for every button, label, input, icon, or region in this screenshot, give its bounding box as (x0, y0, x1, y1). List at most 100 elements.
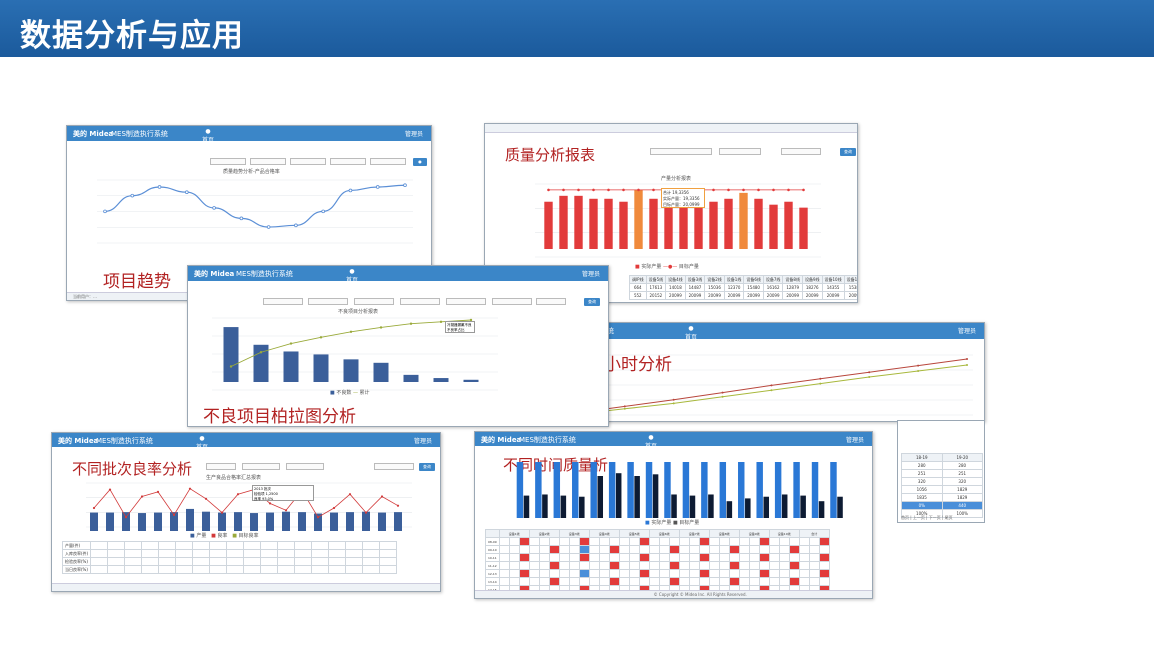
filter-select[interactable] (781, 148, 821, 155)
table-header: 设备10线 (821, 275, 845, 284)
home-icon[interactable]: ● 首页 (685, 325, 698, 341)
table-cell (618, 553, 630, 562)
home-icon[interactable]: ● 首页 (196, 435, 209, 451)
table-cell (728, 577, 740, 586)
table-header: 设备3线 (558, 529, 590, 538)
table-cell (798, 577, 810, 586)
filter-select[interactable] (400, 298, 440, 305)
table-cell (588, 569, 600, 578)
filter-select[interactable] (206, 463, 236, 470)
yield-point (380, 495, 384, 498)
bar (589, 198, 598, 249)
yield-point (124, 516, 128, 519)
table-header: 设备1线 (723, 275, 745, 284)
user-menu[interactable]: 管理员 (581, 271, 600, 278)
table-cell (768, 569, 780, 578)
table-cell (808, 577, 820, 586)
table-cell (578, 561, 590, 570)
bar (634, 189, 643, 249)
target-point (622, 188, 625, 192)
table-header: 设备6线 (648, 529, 680, 538)
bar (559, 195, 568, 249)
bar-actual (774, 462, 782, 518)
filter-select[interactable] (210, 158, 246, 165)
table-cell: 552 (629, 291, 647, 300)
app-system-name: MES制造执行系统 (96, 437, 153, 445)
table-cell: 440 (941, 501, 983, 510)
bar (619, 201, 628, 249)
date-input[interactable] (446, 298, 486, 305)
table-header: 设备9线 (801, 275, 823, 284)
table-cell (538, 537, 550, 546)
filter-select[interactable] (719, 148, 761, 155)
table-header: 合计 (798, 529, 830, 538)
filter-select[interactable] (308, 298, 348, 305)
table-cell: 15480 (743, 283, 764, 292)
table-cell (508, 577, 520, 586)
table-cell (688, 561, 700, 570)
table-cell (638, 569, 650, 578)
table-cell: 280 (901, 461, 943, 470)
table-cell (778, 577, 790, 586)
filter-select[interactable] (263, 298, 303, 305)
bar (784, 201, 793, 249)
query-button[interactable]: 查询 (419, 463, 435, 471)
table-cell (788, 561, 800, 570)
table-header: 设备10线 (768, 529, 800, 538)
bar (250, 513, 258, 531)
bar-target (837, 496, 843, 518)
table-cell (728, 553, 740, 562)
table-cell (688, 537, 700, 546)
table-cell: 20099 (821, 291, 845, 300)
filter-select[interactable] (290, 158, 326, 165)
bar (574, 195, 583, 249)
date-input[interactable] (536, 298, 566, 305)
user-menu[interactable]: 管理员 (413, 438, 432, 445)
table-cell (618, 577, 630, 586)
cumulative-point (349, 330, 353, 333)
time-bar-chart (516, 462, 843, 518)
home-icon[interactable]: ● 首页 (346, 268, 359, 284)
query-button[interactable]: 查询 (584, 298, 600, 306)
bar-actual (738, 462, 745, 518)
cumulative-point (289, 342, 293, 345)
filter-select[interactable] (650, 148, 712, 155)
table-cell (708, 545, 720, 554)
table-cell (788, 545, 800, 554)
table-cell (568, 553, 580, 562)
user-menu[interactable]: 管理员 (404, 131, 423, 138)
table-row: 664 17613 14018 14487 15036 12370 15480 16162 12… (629, 283, 857, 292)
query-button[interactable]: ● (413, 158, 427, 166)
user-menu[interactable]: 管理员 (845, 437, 864, 444)
yield-point (284, 509, 288, 512)
chart-title: 质量趋势分析-产品合格率 (223, 169, 280, 175)
user-menu[interactable]: 管理员 (957, 328, 976, 335)
table-cell (668, 561, 680, 570)
pager[interactable]: 首页 | 上一页 | 下一页 | 尾页 (901, 515, 953, 520)
filter-select[interactable] (354, 298, 394, 305)
table-cell: 20099 (723, 291, 745, 300)
filter-select[interactable] (286, 463, 324, 470)
table-cell (748, 545, 760, 554)
table-row: 产量(件) (61, 541, 398, 550)
date-input[interactable] (330, 158, 366, 165)
table-cell (558, 545, 570, 554)
query-button[interactable]: 查询 (840, 148, 856, 156)
table-cell (518, 561, 530, 570)
home-icon[interactable]: ● 首页 (645, 434, 658, 450)
filter-select[interactable] (242, 463, 280, 470)
table-cell (528, 545, 540, 554)
date-input[interactable] (374, 463, 414, 470)
bar (170, 512, 178, 531)
table-cell (688, 545, 700, 554)
table-header: 设备9线 (738, 529, 770, 538)
data-point (403, 183, 407, 188)
date-input[interactable] (492, 298, 532, 305)
date-input[interactable] (370, 158, 406, 165)
home-icon[interactable]: ● 首页 (202, 128, 215, 144)
table-cell (568, 545, 580, 554)
table-cell: 15387 (843, 283, 857, 292)
filter-select[interactable] (250, 158, 286, 165)
table-cell (548, 537, 560, 546)
target-point (757, 188, 760, 192)
